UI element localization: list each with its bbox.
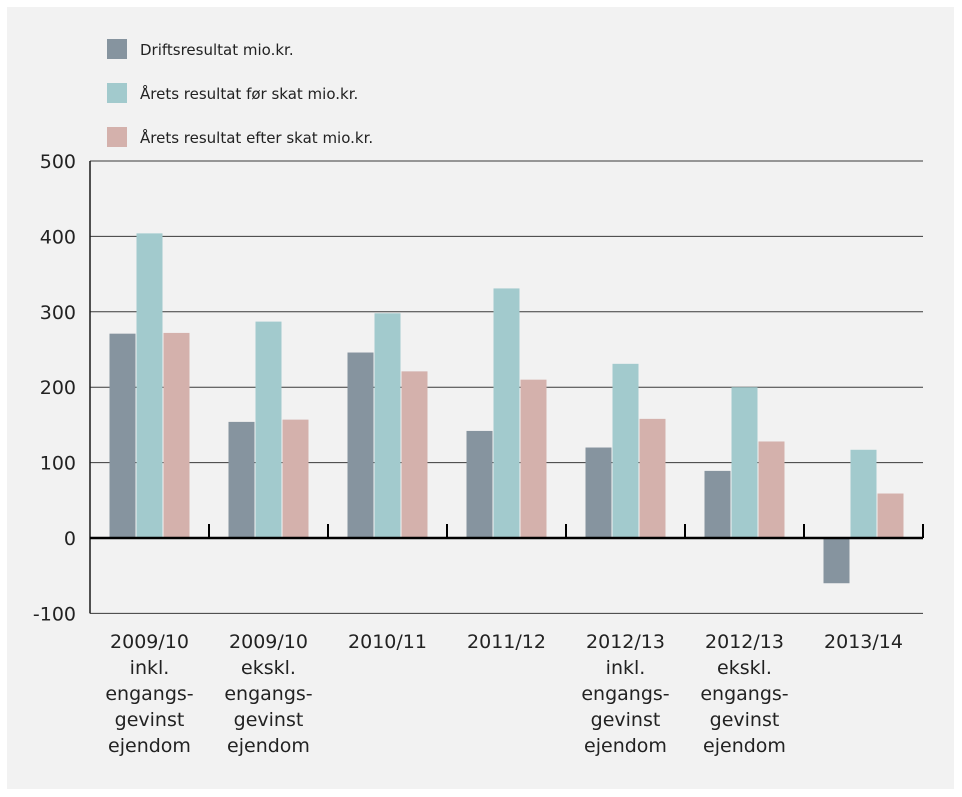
y-tick-label: 300	[40, 302, 76, 324]
x-category-labels: 2009/10 inkl. engangs-gevinst ejendom2009/1…	[105, 631, 903, 757]
bar	[401, 371, 428, 538]
y-tick-label: 100	[40, 453, 76, 475]
category-label-line: gevinst	[710, 709, 780, 731]
category-label-line: 2010/11	[348, 631, 427, 653]
y-tick-labels: -100 0 100 200 300 400 500	[33, 151, 76, 625]
bar	[347, 352, 374, 538]
bars	[109, 233, 904, 584]
category-label-line: gevinst	[234, 709, 304, 731]
category-label-line: 2012/13	[705, 631, 784, 653]
bar	[704, 470, 731, 538]
category-label-line: ekskl.	[241, 657, 296, 679]
legend-label: Årets resultat før skat mio.kr.	[140, 84, 358, 103]
legend-swatch	[107, 39, 127, 59]
bar	[255, 321, 282, 538]
category-label-line: engangs-	[224, 683, 312, 705]
bar	[758, 441, 785, 538]
category-label-line: ekskl.	[717, 657, 772, 679]
category-label-line: engangs-	[105, 683, 193, 705]
bar	[520, 379, 547, 538]
category-label-line: ejendom	[108, 735, 191, 757]
category-label-line: 2009/10	[110, 631, 189, 653]
category-label-line: inkl.	[606, 657, 646, 679]
axes	[89, 161, 924, 614]
category-label-line: 2012/13	[586, 631, 665, 653]
bar	[374, 313, 401, 538]
bar	[877, 493, 904, 538]
category-label-line: ejendom	[703, 735, 786, 757]
bar	[585, 447, 612, 538]
category-label-line: gevinst	[115, 709, 185, 731]
bar	[639, 418, 666, 538]
y-tick-label: 400	[40, 226, 76, 248]
category-label-line: gevinst	[591, 709, 661, 731]
y-tick-label: 0	[64, 528, 76, 550]
category-label: 2009/10 ekskl. engangs-gevinst ejendom	[224, 631, 312, 757]
bar	[109, 333, 136, 538]
y-tick-label: 500	[40, 151, 76, 173]
category-label-line: engangs-	[700, 683, 788, 705]
bar	[612, 363, 639, 538]
bar	[136, 233, 163, 538]
bar	[466, 430, 493, 538]
bar	[731, 387, 758, 538]
category-label: 2009/10 inkl. engangs-gevinst ejendom	[105, 631, 193, 757]
category-label-line: 2011/12	[467, 631, 546, 653]
legend-swatch	[107, 83, 127, 103]
category-label: 2012/13 inkl. engangs-gevinst ejendom	[581, 631, 669, 757]
y-tick-label: -100	[33, 603, 76, 625]
category-label-line: ejendom	[227, 735, 310, 757]
category-label-line: inkl.	[130, 657, 170, 679]
bar	[163, 332, 190, 538]
bar	[850, 449, 877, 538]
category-label: 2013/14	[824, 631, 903, 653]
bar	[228, 421, 255, 538]
category-label-line: 2009/10	[229, 631, 308, 653]
y-tick-label: 200	[40, 377, 76, 399]
bar	[823, 538, 850, 584]
bar	[493, 288, 520, 538]
legend-label: Årets resultat efter skat mio.kr.	[140, 128, 373, 147]
legend-swatch	[107, 127, 127, 147]
legend-label: Driftsresultat mio.kr.	[140, 41, 294, 59]
legend: Driftsresultat mio.kr. Årets resultat før…	[107, 39, 373, 147]
category-label: 2012/13 ekskl. engangs-gevinst ejendom	[700, 631, 788, 757]
category-label: 2011/12	[467, 631, 546, 653]
category-label: 2010/11	[348, 631, 427, 653]
category-label-line: 2013/14	[824, 631, 903, 653]
category-label-line: ejendom	[584, 735, 667, 757]
bar	[282, 419, 309, 538]
category-label-line: engangs-	[581, 683, 669, 705]
